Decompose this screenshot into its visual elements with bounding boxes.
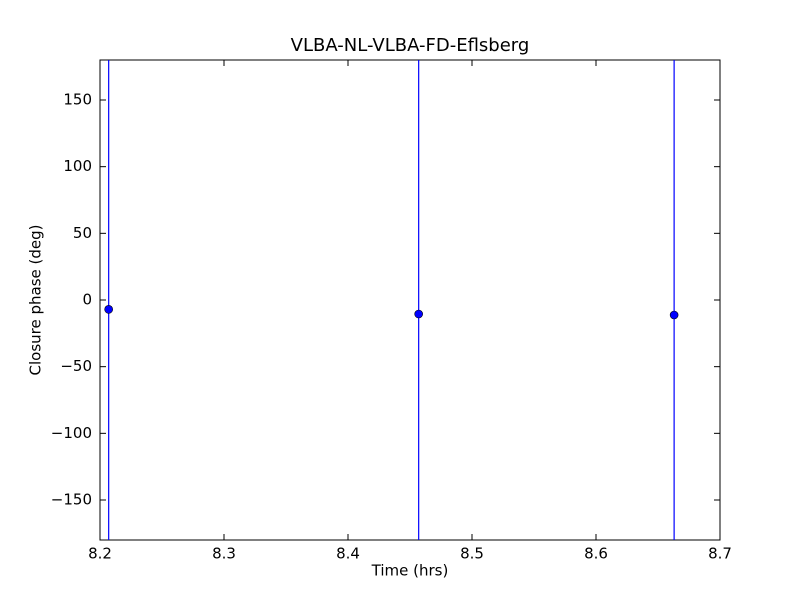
y-tick-label: −50 xyxy=(60,357,92,375)
y-axis-label: Closure phase (deg) xyxy=(27,225,45,376)
x-tick-label: 8.2 xyxy=(88,545,112,563)
y-tick-label: −100 xyxy=(51,424,92,442)
x-tick-label: 8.3 xyxy=(212,545,236,563)
chart-title: VLBA-NL-VLBA-FD-Eflsberg xyxy=(291,35,530,56)
y-tick-label: −150 xyxy=(51,491,92,509)
x-tick-label: 8.6 xyxy=(584,545,608,563)
plot-frame xyxy=(99,59,721,541)
x-tick-label: 8.7 xyxy=(708,545,732,563)
data-point xyxy=(669,310,679,320)
y-tick-label: 0 xyxy=(82,291,92,309)
y-tick-label: 150 xyxy=(63,91,92,109)
y-tick-label: 100 xyxy=(63,157,92,175)
x-tick-label: 8.5 xyxy=(460,545,484,563)
data-point xyxy=(414,309,423,319)
plot-area xyxy=(104,60,679,540)
x-tick-label: 8.4 xyxy=(336,545,360,563)
x-axis-label: Time (hrs) xyxy=(371,562,449,580)
y-tick-label: 50 xyxy=(73,224,92,242)
data-point xyxy=(104,305,113,314)
